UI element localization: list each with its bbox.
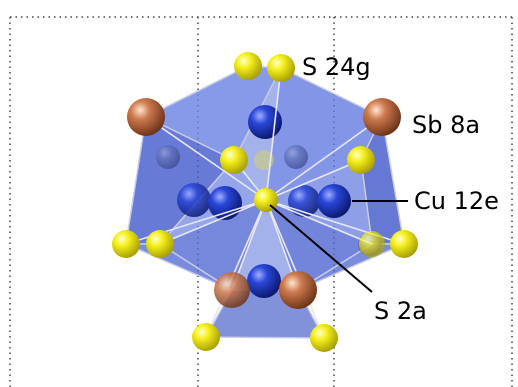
antimony-atom	[363, 98, 401, 136]
bond	[205, 199, 267, 338]
label-s-24g: S 24g	[302, 53, 371, 81]
label-sb-8a: Sb 8a	[412, 111, 480, 139]
bond	[145, 116, 267, 201]
sulfur-atom	[310, 324, 338, 352]
bond	[265, 67, 282, 201]
copper-atoms	[177, 105, 351, 298]
antimony-atoms	[127, 98, 401, 309]
sulfur-atom	[390, 230, 418, 258]
antimony-atom	[127, 98, 165, 136]
sulfur-atom	[112, 230, 140, 258]
copper-atom	[208, 186, 242, 220]
leader-s-2a	[269, 204, 373, 293]
sulfur-atom	[359, 231, 385, 257]
sulfur-atom	[234, 52, 262, 80]
sulfur-atom	[192, 323, 220, 351]
bond	[265, 159, 362, 201]
leader-lines	[269, 200, 408, 293]
sulfur-atom	[347, 146, 375, 174]
copper-atom-back	[156, 145, 180, 169]
bond	[265, 116, 383, 201]
label-s-2a: S 2a	[374, 297, 427, 325]
copper-atom	[247, 264, 281, 298]
sulfur-atom	[146, 230, 174, 258]
bond	[265, 199, 325, 339]
copper-atom	[177, 183, 211, 217]
label-cu-12e: Cu 12e	[414, 187, 499, 215]
sulfur-atom-back	[254, 150, 274, 170]
unit-cell-lines	[9, 16, 513, 387]
antimony-atom	[214, 272, 250, 308]
antimony-atom	[279, 271, 317, 309]
copper-atom-back	[284, 145, 308, 169]
bond	[265, 199, 373, 245]
bond	[159, 199, 267, 245]
sulfur-atom	[220, 146, 248, 174]
sulfur-atom	[267, 54, 295, 82]
copper-atom	[317, 184, 351, 218]
